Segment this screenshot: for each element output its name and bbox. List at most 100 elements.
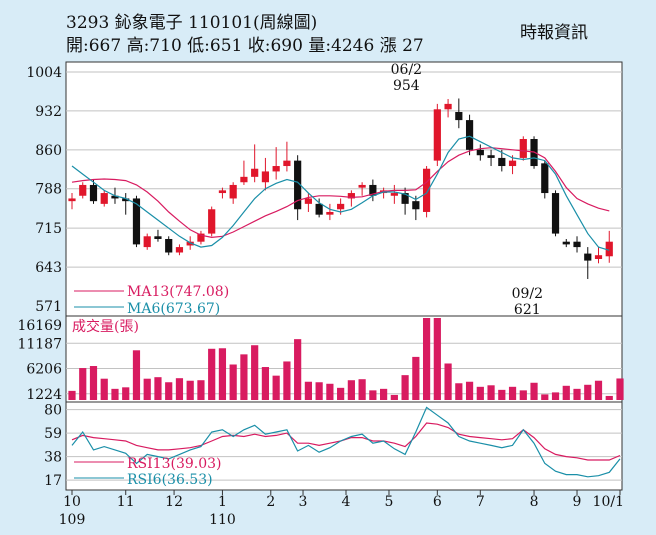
x-tick-label: 10 <box>63 494 81 510</box>
rsi13-legend: RSI13(39.03) <box>127 456 221 472</box>
candle-up <box>358 184 366 188</box>
candle-up <box>79 184 87 196</box>
candle-up <box>229 184 237 199</box>
header-ohlc: 開:667 高:710 低:651 收:690 量:4246 漲 27 <box>66 36 424 56</box>
rsi-tick-label: 59 <box>44 426 62 442</box>
volume-bar <box>358 379 366 400</box>
volume-bar <box>347 380 355 400</box>
volume-bar <box>89 366 98 400</box>
x-tick-label: 7 <box>476 494 485 510</box>
volume-bar <box>508 386 517 400</box>
candle-up <box>347 193 355 199</box>
rsi-grid: 17 38 59 80 <box>44 403 622 489</box>
rsi-tick-label: 80 <box>44 403 62 419</box>
volume-bar <box>551 392 560 400</box>
volume-tick-label: 16169 <box>17 318 62 334</box>
price-tick-label: 932 <box>35 104 62 120</box>
volume-bar <box>294 339 302 400</box>
volume-bar <box>573 388 581 400</box>
rsi6-legend: RSI6(36.53) <box>127 472 213 488</box>
candle-up <box>218 190 227 194</box>
volume-bar <box>122 387 130 400</box>
volume-bar <box>79 368 87 400</box>
candle-down <box>111 195 119 199</box>
candle-up <box>68 198 76 202</box>
candle-down <box>294 160 302 210</box>
candle-up <box>283 160 291 167</box>
price-tick-label: 860 <box>35 143 62 159</box>
candle-down <box>551 193 560 234</box>
volume-grid: 1224 6206 11187 16169 <box>17 318 622 403</box>
x-tick-label: 3 <box>299 494 308 510</box>
volume-bar <box>186 380 194 400</box>
candle-up <box>337 203 345 210</box>
volume-bar <box>584 384 592 400</box>
rsi-lines <box>71 406 621 478</box>
candle-up <box>508 160 517 167</box>
volume-tick-label: 1224 <box>26 387 62 403</box>
candle-up <box>261 171 270 183</box>
price-grid: 571 643 715 788 860 932 1004 <box>26 65 622 315</box>
volume-bar <box>498 389 506 400</box>
candle-down <box>132 198 141 245</box>
ma13-legend: MA13(747.08) <box>127 284 229 300</box>
volume-bar <box>154 377 162 400</box>
candle-up <box>272 166 280 172</box>
volume-bar <box>594 380 603 400</box>
candle-down <box>562 241 570 245</box>
volume-bar <box>261 367 270 400</box>
candle-down <box>487 155 495 158</box>
x-tick-label: 10/1 <box>593 494 624 510</box>
price-tick-label: 788 <box>35 182 62 198</box>
candle-down <box>154 236 162 239</box>
low-price-label: 621 <box>514 302 541 318</box>
x-year-label: 109 <box>59 512 86 528</box>
volume-tick-label: 11187 <box>17 336 62 352</box>
volume-bar <box>412 356 420 400</box>
volume-bar <box>68 390 76 400</box>
candle-up <box>143 236 151 248</box>
candle-down <box>165 238 173 253</box>
x-year-label: 110 <box>209 512 236 528</box>
candle-up <box>422 168 431 212</box>
volume-bar <box>476 386 484 400</box>
volume-bar <box>218 348 227 400</box>
candle-down <box>89 184 98 202</box>
volume-bar <box>605 395 613 400</box>
volume-bar <box>487 385 495 400</box>
candle-down <box>465 120 474 150</box>
volume-bar <box>315 382 323 400</box>
x-tick-label: 8 <box>530 494 539 510</box>
candle-down <box>369 184 377 196</box>
volume-bar <box>251 345 259 400</box>
volume-bar <box>541 394 549 400</box>
candle-up <box>519 139 527 158</box>
volume-bar <box>422 318 431 400</box>
volume-bar <box>530 382 538 400</box>
ma13-line <box>71 147 610 239</box>
volume-bar <box>380 388 388 400</box>
ma6-line <box>71 135 610 251</box>
price-tick-label: 715 <box>35 221 62 237</box>
candle-up <box>208 209 216 234</box>
volume-bar <box>100 378 108 400</box>
x-tick-label: 1 <box>218 494 227 510</box>
volume-bar <box>229 364 237 400</box>
volume-bar <box>304 381 312 400</box>
volume-bar <box>433 318 441 400</box>
candle-up <box>390 193 398 196</box>
candle-down <box>315 203 323 215</box>
volume-bar <box>390 394 398 400</box>
x-tick-label: 11 <box>117 494 135 510</box>
volume-bar <box>401 375 409 400</box>
price-tick-label: 571 <box>35 299 62 315</box>
candle-down <box>476 149 484 156</box>
candle-up <box>444 103 452 110</box>
volume-bar <box>444 363 452 400</box>
volume-bar <box>197 380 205 400</box>
candle-up <box>433 109 441 161</box>
ma6-legend: MA6(673.67) <box>127 301 220 317</box>
